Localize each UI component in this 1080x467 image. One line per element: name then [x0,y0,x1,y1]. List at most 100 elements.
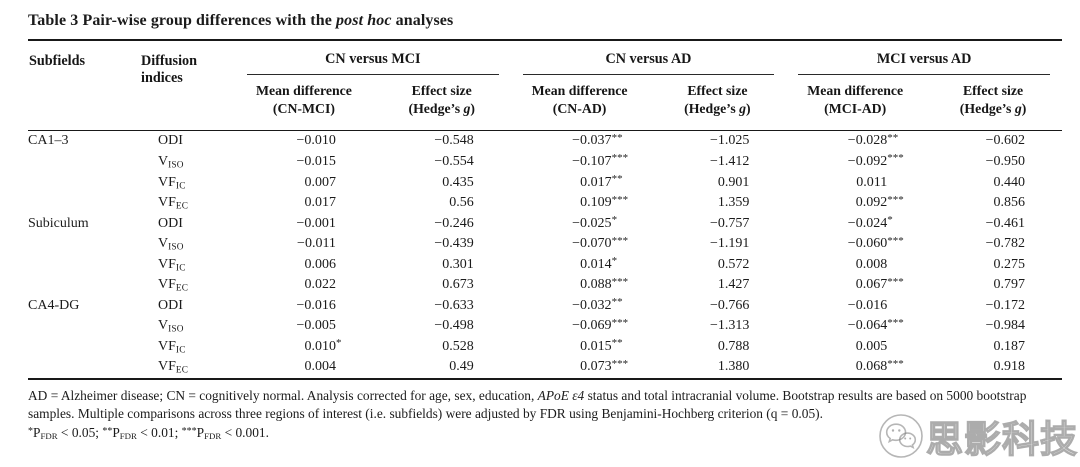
mean-mci-ad-cell: −0.064*** [847,316,904,334]
subfield-cell [28,357,140,379]
footnote-italic-apoe: APoE ε4 [537,387,585,403]
threshold-1: < 0.05; [57,424,103,440]
effect-cn-ad-cell: −1.313 [709,318,750,334]
mean-mci-ad-cell: 0.005 [855,338,888,354]
effect-mci-ad-cell: 0.918 [993,359,1026,375]
effect-mci-ad-cell: −0.602 [985,133,1026,149]
subfield-cell [28,316,140,337]
diffusion-index-cell: VFEC [140,275,235,296]
threshold-2: < 0.01; [136,424,182,440]
fdr-subscript: FDR [40,430,58,441]
diffusion-index-cell: VISO [140,316,235,337]
mean-cn-mci-cell: 0.007 [304,174,336,190]
diffusion-index-cell: ODI [140,214,235,235]
effect-cn-ad-cell: 0.788 [717,338,750,354]
effect-mci-ad-cell: 0.187 [993,338,1026,354]
table-row: CA1–3 ODI −0.010 −0.548 −0.037** −1.025 … [28,131,1062,152]
mean-cn-ad-cell: 0.017** [580,173,623,190]
group-mci-vs-ad-label: MCI versus AD [798,49,1050,75]
table-caption: Table 3 Pair-wise group differences with… [28,12,1062,30]
p-label: P [196,424,205,440]
mean-cn-ad-cell: −0.037** [572,131,623,149]
mean-cn-mci-cell: 0.022 [304,277,336,293]
table-row: VFIC 0.007 0.435 0.017** 0.901 0.011 0.4… [28,172,1062,193]
effect-cn-mci-cell: −0.246 [434,215,474,231]
header-diffusion-line2: indices [141,70,183,86]
p-label: P [112,424,120,440]
group-cn-vs-mci-label: CN versus MCI [247,49,499,75]
subfield-cell [28,234,140,255]
mean-cn-ad-cell: −0.032** [572,296,623,313]
header-diffusion-line1: Diffusion [141,53,197,69]
pairwise-differences-table: Subfields Diffusion indices CN versus MC… [28,39,1062,380]
effect-cn-mci-cell: 0.49 [449,359,474,375]
index-subscript: EC [175,283,189,294]
index-subscript: EC [175,365,189,376]
index-subscript: IC [175,181,186,191]
caption-text: Table 3 Pair-wise group differences with… [28,12,337,29]
effect-mci-ad-cell: 0.797 [993,277,1026,293]
effect-cn-ad-cell: 1.427 [717,277,750,293]
index-base: V [158,236,169,252]
effect-cn-mci-cell: −0.498 [434,318,474,334]
table-footnote: AD = Alzheimer disease; CN = cognitively… [28,387,1062,423]
effect-mci-ad-cell: 0.440 [993,174,1026,190]
index-subscript: IC [175,263,186,274]
effect-cn-ad-cell: 1.359 [717,195,750,211]
effect-cn-mci-cell: −0.554 [434,153,474,169]
diffusion-index-cell: VFEC [140,357,235,379]
diffusion-index-cell: VISO [140,152,235,173]
effect-mci-ad-cell: 0.856 [993,195,1026,211]
mean-cn-mci-cell: −0.016 [296,297,336,313]
mean-cn-ad-cell: −0.107*** [572,152,629,169]
index-base: VF [158,338,176,354]
footnote-text: AD = Alzheimer disease; CN = cognitively… [28,387,538,403]
mean-cn-mci-cell: 0.004 [304,359,336,375]
subfield-cell: Subiculum [28,215,89,231]
star-2: ** [102,425,113,437]
index-base: V [158,153,169,169]
subfield-cell: CA4-DG [28,297,80,313]
mean-cn-mci-cell: −0.011 [297,236,336,252]
effect-cn-ad-cell: 0.572 [717,256,750,272]
effect-cn-ad-cell: −1.191 [709,236,750,252]
mean-cn-ad-cell: 0.015** [580,337,623,354]
mean-mci-ad-cell: −0.060*** [847,234,904,252]
effect-cn-ad-cell: 0.901 [717,174,750,190]
subheader-mean-mci-ad: Mean difference (MCI-AD) [786,75,925,132]
star-3: *** [181,425,197,437]
subfield-cell [28,255,140,276]
subfield-cell: CA1–3 [28,133,69,149]
mean-cn-ad-cell: 0.088*** [580,275,629,293]
mean-cn-mci-cell: −0.010 [296,133,336,149]
group-header-row: Subfields Diffusion indices CN versus MC… [28,40,1062,132]
effect-mci-ad-cell: −0.782 [985,236,1026,252]
table-row: VFEC 0.017 0.56 0.109*** 1.359 0.092*** … [28,193,1062,214]
mean-cn-ad-cell: −0.070*** [572,234,629,252]
group-mci-vs-ad: MCI versus AD [786,40,1062,75]
mean-mci-ad-cell: 0.067*** [855,275,904,293]
mean-mci-ad-cell: 0.008 [855,256,888,272]
index-subscript: EC [175,201,189,212]
diffusion-index-cell: ODI [140,131,235,152]
effect-cn-ad-cell: 1.380 [717,359,750,375]
table-header: Subfields Diffusion indices CN versus MC… [28,40,1062,132]
mean-cn-mci-cell: −0.001 [296,215,336,231]
mean-cn-mci-cell: 0.010* [304,337,342,354]
effect-cn-mci-cell: −0.439 [434,236,474,252]
diffusion-index-cell: VFIC [140,337,235,358]
index-subscript: ISO [168,242,184,253]
subfield-cell [28,337,140,358]
effect-cn-mci-cell: 0.435 [442,174,474,190]
index-base: VF [158,174,176,190]
group-cn-vs-mci: CN versus MCI [235,40,511,75]
mean-mci-ad-cell: −0.016 [847,297,888,313]
mean-cn-ad-cell: −0.025* [572,214,618,231]
header-diffusion-indices: Diffusion indices [140,40,236,132]
index-base: ODI [158,215,183,231]
effect-mci-ad-cell: 0.275 [993,256,1026,272]
mean-mci-ad-cell: 0.011 [856,174,888,190]
table-body: CA1–3 ODI −0.010 −0.548 −0.037** −1.025 … [28,131,1062,379]
mean-cn-ad-cell: 0.073*** [580,357,629,375]
mean-mci-ad-cell: −0.092*** [847,152,904,169]
